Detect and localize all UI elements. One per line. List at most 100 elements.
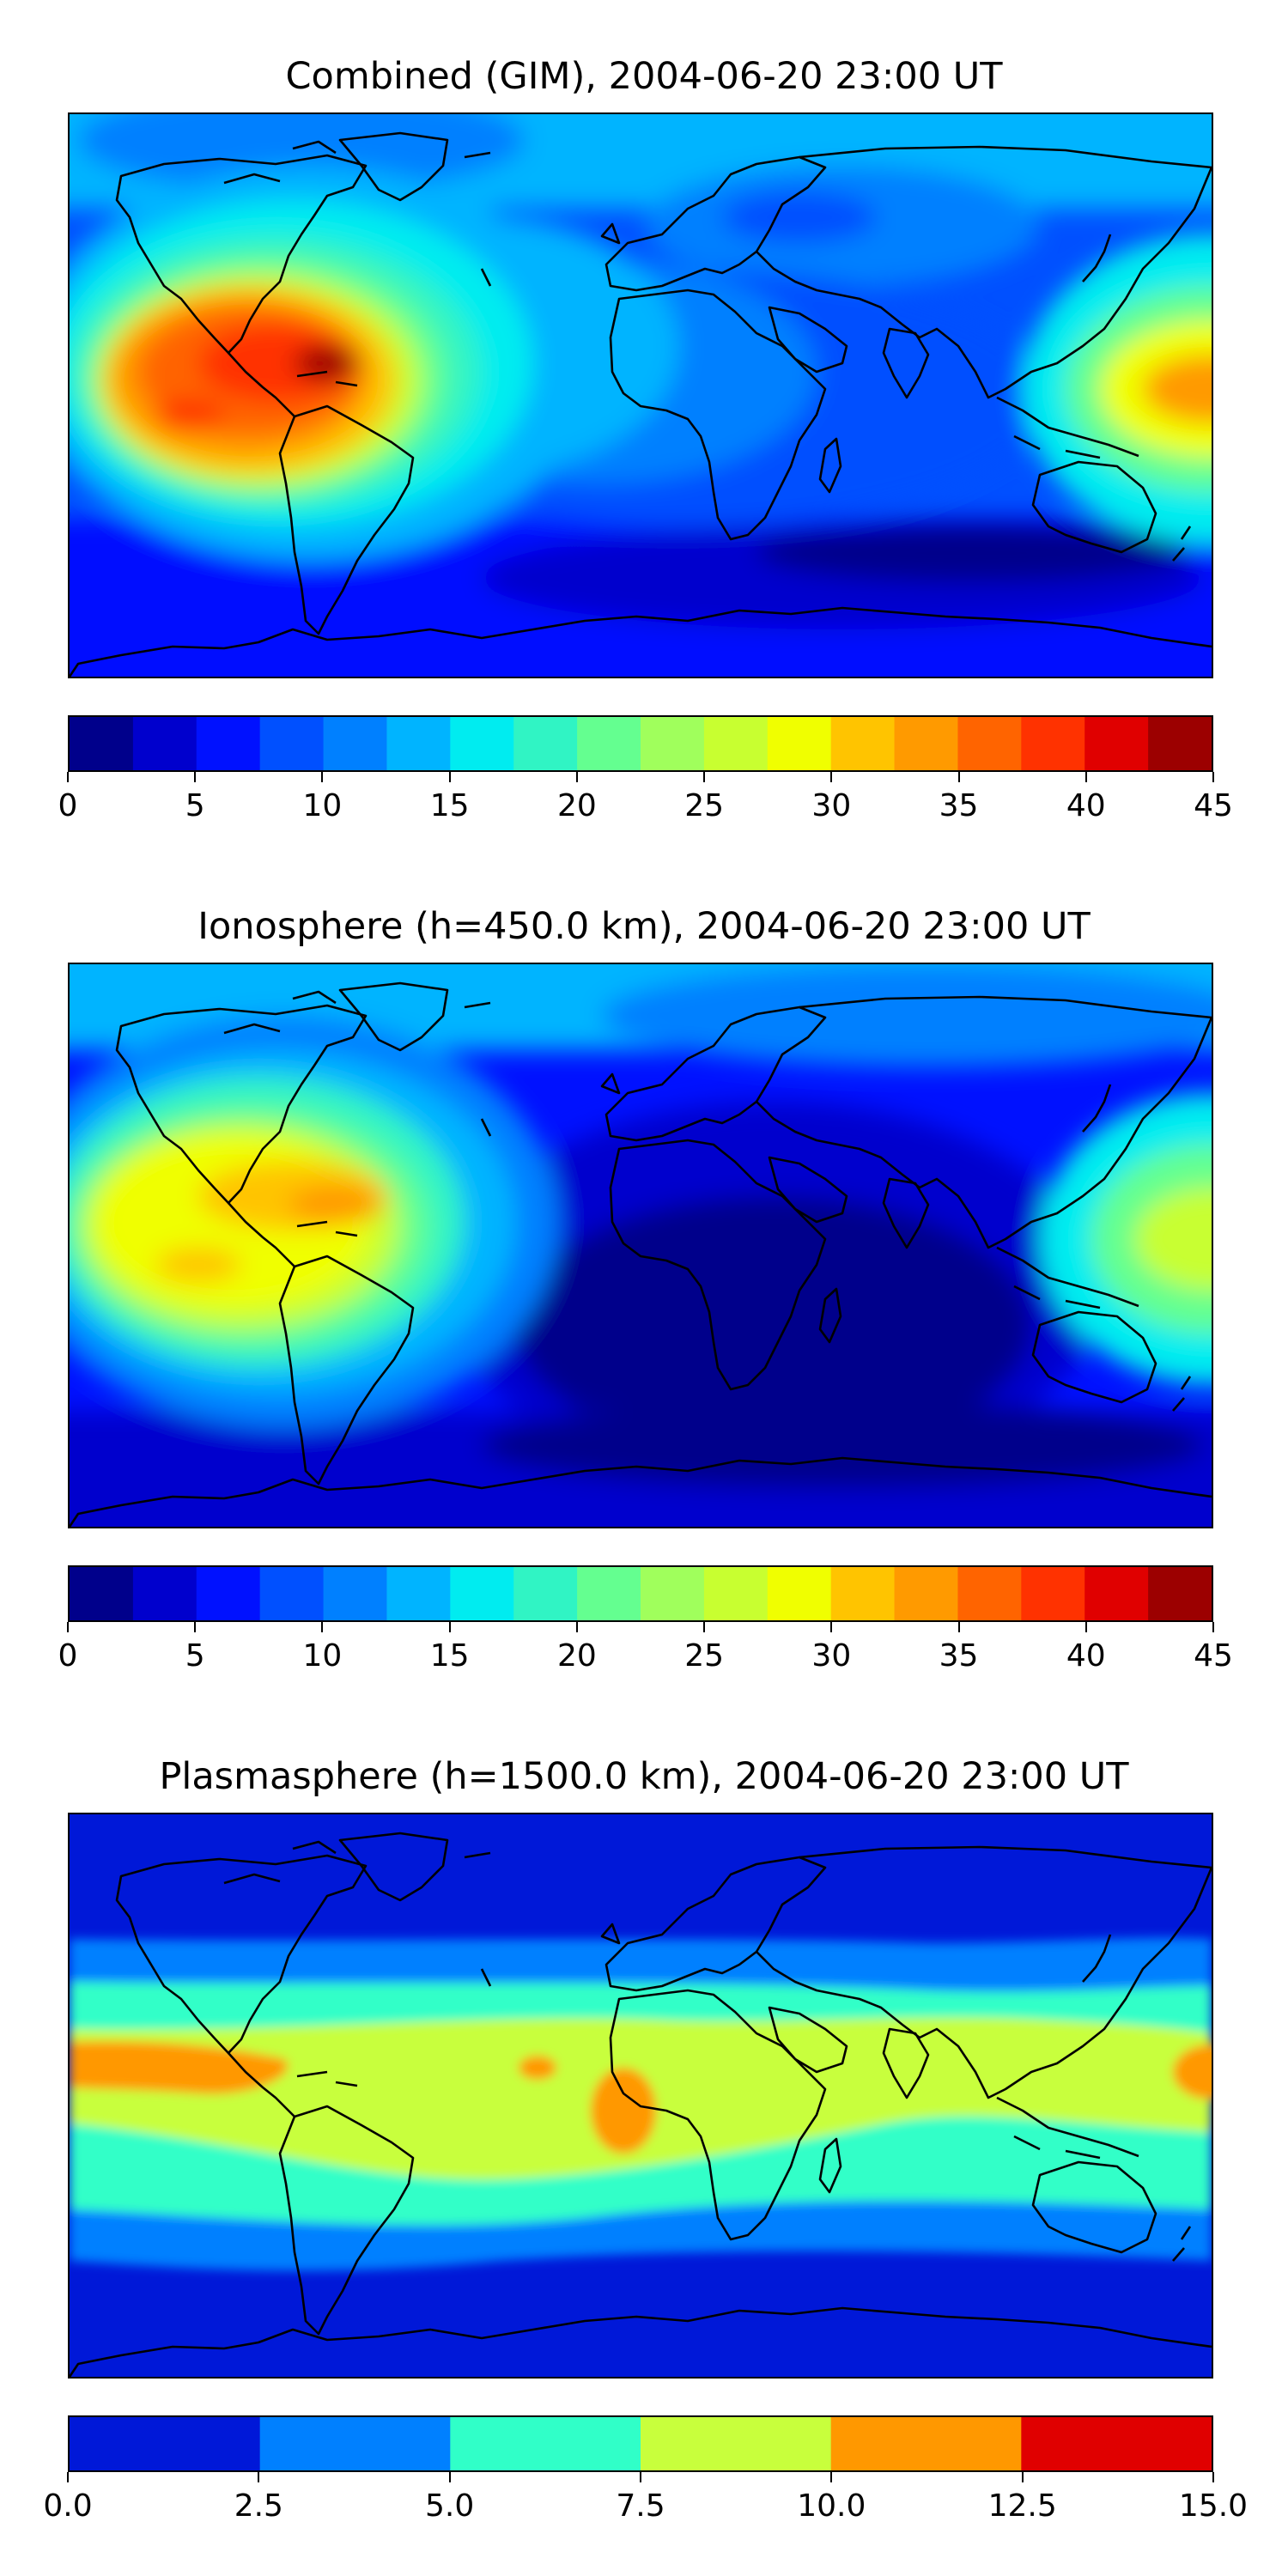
colorbar-swatch — [577, 1567, 641, 1620]
colorbar-swatch — [830, 1567, 896, 1620]
colorbar-plasmasphere — [68, 2415, 1213, 2472]
colorbar-swatch — [767, 1567, 832, 1620]
colorbar-swatch — [894, 717, 959, 770]
colorbar-swatch — [1148, 717, 1212, 770]
tick-mark — [957, 772, 960, 782]
tick-mark — [830, 2472, 833, 2482]
colorbar-swatch — [1084, 1567, 1149, 1620]
colorbar-ionosphere — [68, 1565, 1213, 1622]
colorbar-swatch — [1148, 1567, 1212, 1620]
tick-label: 40 — [1066, 788, 1106, 823]
tick-mark — [1021, 2472, 1024, 2482]
tick-label: 15.0 — [1178, 2488, 1249, 2524]
tec-map-combined — [70, 114, 1212, 677]
panel-title-combined: Combined (GIM), 2004-06-20 23:00 UT — [285, 55, 1003, 98]
tick-mark — [258, 2472, 260, 2482]
colorbar-swatch — [577, 717, 641, 770]
colorbar-swatch — [386, 1567, 451, 1620]
colorbar-swatch — [323, 717, 388, 770]
tick-label: 45 — [1194, 788, 1233, 823]
tick-label: 20 — [556, 1638, 597, 1674]
tick-label: 5 — [185, 1638, 205, 1674]
tick-label: 5 — [185, 788, 205, 823]
colorbar-swatch — [513, 1567, 578, 1620]
colorbar-ticks-combined: 0 5 10 15 20 25 30 35 40 45 — [58, 772, 1233, 823]
tick-mark — [1212, 2472, 1214, 2482]
colorbar-swatch — [450, 2417, 641, 2470]
tick-label: 30 — [811, 788, 852, 823]
panel-title-plasmasphere: Plasmasphere (h=1500.0 km), 2004-06-20 2… — [159, 1755, 1129, 1798]
tick-mark — [67, 2472, 69, 2482]
tick-mark — [1084, 772, 1087, 782]
colorbar-swatches — [70, 717, 1212, 770]
tick-mark — [1212, 772, 1214, 782]
colorbar-swatch — [894, 1567, 959, 1620]
tick-mark — [67, 772, 69, 782]
colorbar-swatch — [1021, 1567, 1085, 1620]
colorbar-swatch — [196, 1567, 261, 1620]
tick-mark — [448, 772, 451, 782]
tick-label: 5.0 — [425, 2488, 475, 2524]
tick-label: 45 — [1194, 1638, 1233, 1674]
tick-mark — [194, 1622, 197, 1632]
colorbar-swatch — [259, 2417, 451, 2470]
tick-label: 10.0 — [797, 2488, 866, 2524]
colorbar-swatch — [450, 1567, 514, 1620]
colorbar-swatch — [70, 2417, 261, 2470]
tick-label: 15 — [429, 788, 470, 823]
colorbar-ticks-plasmasphere: 0.0 2.5 5.0 7.5 10.0 12.5 15.0 — [43, 2472, 1248, 2524]
tick-mark — [703, 772, 706, 782]
tick-label: 40 — [1066, 1638, 1106, 1674]
colorbar-swatch — [957, 1567, 1022, 1620]
tick-mark — [448, 1622, 451, 1632]
tick-mark — [957, 1622, 960, 1632]
colorbar-ticks-ionosphere: 0 5 10 15 20 25 30 35 40 45 — [58, 1622, 1233, 1674]
tick-label: 10 — [302, 1638, 343, 1674]
colorbar-swatch — [386, 717, 451, 770]
colorbar-swatch — [1084, 717, 1149, 770]
colorbar-swatch — [513, 717, 578, 770]
tick-label: 25 — [684, 788, 725, 823]
tick-label: 7.5 — [616, 2488, 665, 2524]
colorbar-swatch — [641, 1567, 705, 1620]
tick-label: 25 — [684, 1638, 725, 1674]
colorbar-swatch — [323, 1567, 388, 1620]
tick-mark — [830, 1622, 833, 1632]
colorbar-swatch — [132, 717, 197, 770]
tick-mark — [575, 772, 578, 782]
colorbar-swatches — [70, 1567, 1212, 1620]
tick-mark — [321, 772, 324, 782]
colorbar-swatch — [1021, 717, 1085, 770]
colorbar-swatch — [703, 717, 769, 770]
colorbar-swatch — [767, 717, 832, 770]
map-plasmasphere — [68, 1813, 1213, 2379]
tick-label: 0 — [58, 1638, 78, 1674]
colorbar-swatch — [703, 1567, 769, 1620]
panel-title-ionosphere: Ionosphere (h=450.0 km), 2004-06-20 23:0… — [197, 905, 1091, 948]
tick-label: 12.5 — [987, 2488, 1057, 2524]
tick-label: 35 — [939, 1638, 979, 1674]
tick-mark — [448, 2472, 451, 2482]
tick-mark — [194, 772, 197, 782]
tick-label: 10 — [302, 788, 343, 823]
map-combined — [68, 112, 1213, 678]
colorbar-swatch — [70, 1567, 134, 1620]
colorbar-swatch — [132, 1567, 197, 1620]
tick-label: 2.5 — [234, 2488, 283, 2524]
tick-mark — [575, 1622, 578, 1632]
tec-map-plasmasphere — [70, 1814, 1212, 2377]
tick-mark — [1084, 1622, 1087, 1632]
tick-mark — [640, 2472, 641, 2482]
tick-mark — [67, 1622, 69, 1632]
tick-label: 35 — [939, 788, 979, 823]
tick-label: 0 — [58, 788, 78, 823]
colorbar-swatch — [641, 717, 705, 770]
colorbar-swatch — [450, 717, 514, 770]
colorbar-swatch — [196, 717, 261, 770]
map-ionosphere — [68, 963, 1213, 1528]
colorbar-swatch — [641, 2417, 832, 2470]
tick-mark — [321, 1622, 324, 1632]
colorbar-swatch — [70, 717, 134, 770]
colorbar-swatch — [259, 717, 325, 770]
tick-mark — [830, 772, 833, 782]
